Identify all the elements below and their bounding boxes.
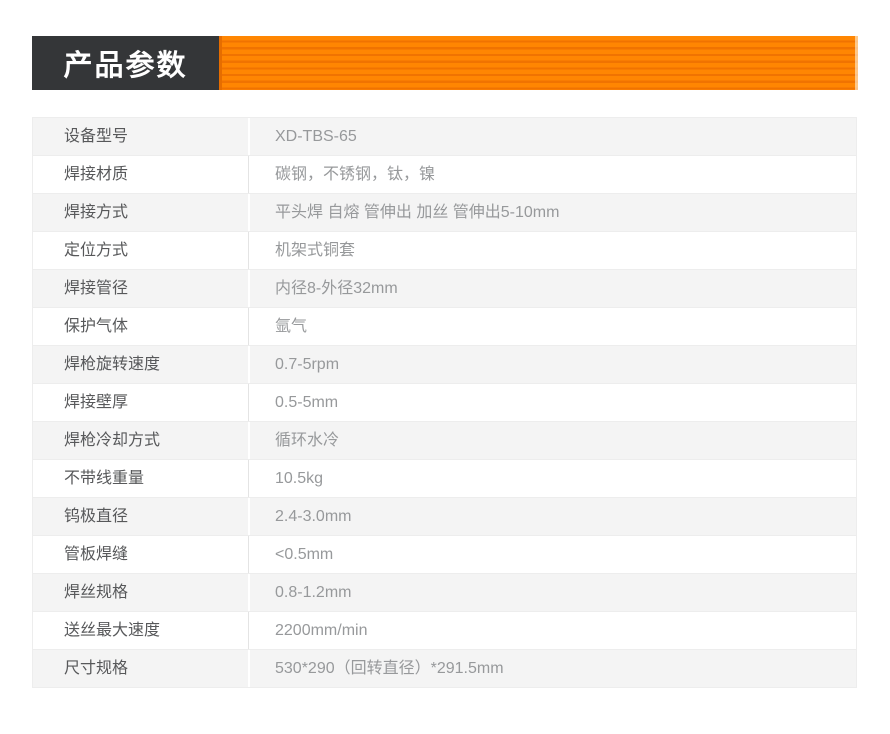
section-header: 产品参数 [32, 36, 858, 90]
spec-table: 设备型号 XD-TBS-65 焊接材质 碳钢，不锈钢，钛，镍焊接方式 平头焊 自熔 管伸… [32, 117, 857, 688]
spec-label: 送丝最大速度 [64, 621, 161, 639]
spec-value: 0.8-1.2mm [248, 574, 856, 611]
spec-value: 10.5kg [248, 460, 856, 497]
table-row: 钨极直径 2.4-3.0mm [33, 498, 856, 536]
table-row: 焊接方式 平头焊 自熔 管伸出 加丝 管伸出5-10mm [33, 194, 856, 232]
spec-value: 2200mm/min [248, 612, 856, 649]
spec-value: 2.4-3.0mm [248, 498, 856, 535]
spec-value: <0.5mm [248, 536, 856, 573]
spec-label: 焊接材质 [64, 165, 129, 183]
spec-value: 平头焊 自熔 管伸出 加丝 管伸出5-10mm [248, 194, 856, 231]
orange-stripes-decoration [219, 36, 858, 90]
table-row: 设备型号 XD-TBS-65 [33, 118, 856, 156]
spec-value: 内径8-外径32mm [248, 270, 856, 307]
table-row: 保护气体 氩气 [33, 308, 856, 346]
table-row: 焊接材质 碳钢，不锈钢，钛，镍 [33, 156, 856, 194]
spec-label: 设备型号 [64, 127, 129, 145]
table-row: 焊接壁厚 0.5-5mm [33, 384, 856, 422]
spec-label: 尺寸规格 [64, 659, 129, 677]
table-row: 焊丝规格 0.8-1.2mm [33, 574, 856, 612]
spec-value: 0.5-5mm [248, 384, 856, 421]
section-title: 产品参数 [32, 36, 219, 90]
table-row: 焊枪冷却方式 循环水冷 [33, 422, 856, 460]
spec-label: 钨极直径 [64, 507, 129, 525]
spec-value: XD-TBS-65 [248, 118, 856, 155]
table-row: 送丝最大速度 2200mm/min [33, 612, 856, 650]
spec-value: 机架式铜套 [248, 232, 856, 269]
spec-value: 530*290（回转直径）*291.5mm [248, 650, 856, 687]
spec-label: 不带线重量 [64, 469, 145, 487]
spec-label: 焊枪冷却方式 [64, 431, 161, 449]
spec-label: 定位方式 [64, 241, 129, 259]
spec-value: 碳钢，不锈钢，钛，镍 [248, 156, 856, 193]
spec-value: 氩气 [248, 308, 856, 345]
table-row: 不带线重量 10.5kg [33, 460, 856, 498]
table-row: 定位方式 机架式铜套 [33, 232, 856, 270]
spec-label: 焊接管径 [64, 279, 129, 297]
spec-label: 焊枪旋转速度 [64, 355, 161, 373]
spec-label: 管板焊缝 [64, 545, 129, 563]
spec-label: 保护气体 [64, 317, 129, 335]
spec-label: 焊丝规格 [64, 583, 129, 601]
spec-value: 循环水冷 [248, 422, 856, 459]
table-row: 尺寸规格 530*290（回转直径）*291.5mm [33, 650, 856, 688]
table-row: 焊枪旋转速度 0.7-5rpm [33, 346, 856, 384]
spec-label: 焊接方式 [64, 203, 129, 221]
table-row: 焊接管径 内径8-外径32mm [33, 270, 856, 308]
spec-label: 焊接壁厚 [64, 393, 129, 411]
table-row: 管板焊缝 <0.5mm [33, 536, 856, 574]
spec-value: 0.7-5rpm [248, 346, 856, 383]
